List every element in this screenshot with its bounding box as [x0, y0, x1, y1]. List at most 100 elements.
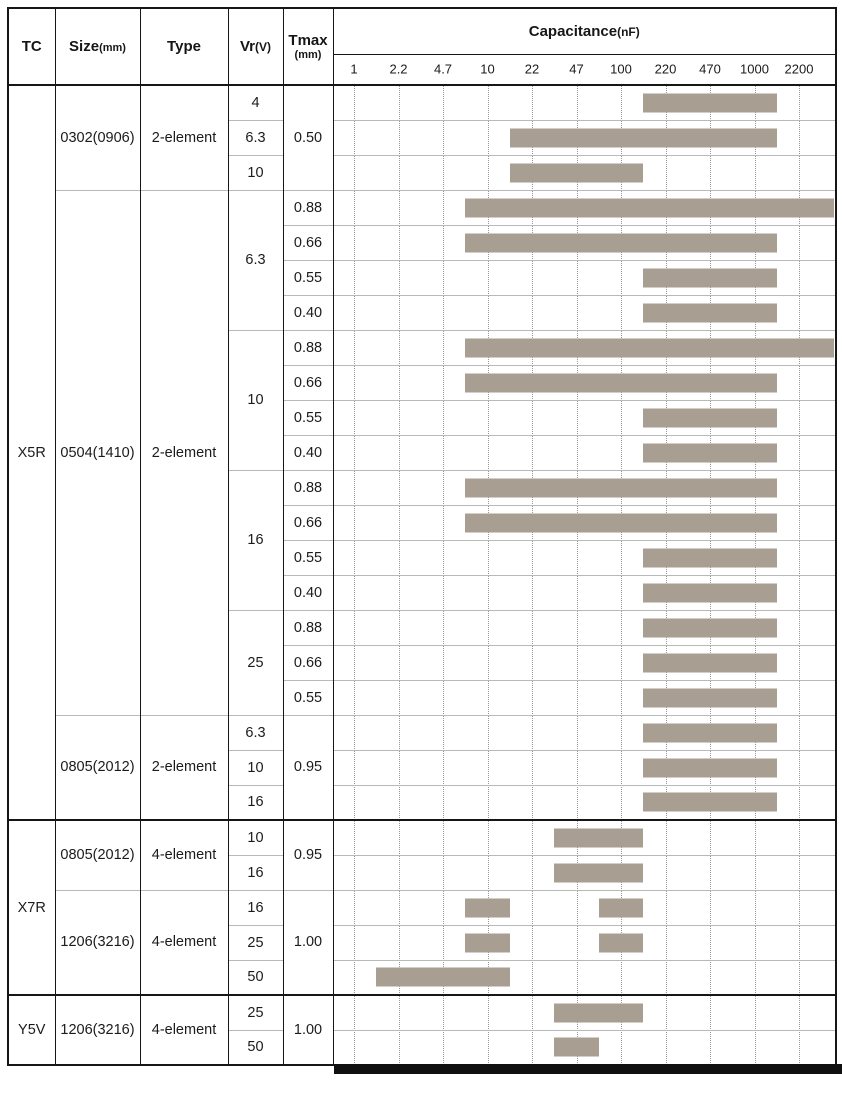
capacitance-label: Capacitance	[528, 22, 618, 40]
capacitance-cell	[332, 84, 837, 120]
vr-cell: 50	[227, 1029, 284, 1065]
table-row: 10 0.88	[8, 329, 837, 470]
grid-line	[621, 400, 622, 435]
col-header-tmax: Tmax (mm)	[282, 7, 334, 86]
grid-line	[443, 890, 444, 925]
grid-line	[487, 155, 489, 190]
capacitance-range-bar	[376, 967, 510, 987]
tick-label: 10	[480, 61, 495, 77]
tick-label: 1	[350, 61, 358, 77]
grid-line	[532, 610, 533, 645]
capacitance-cell	[332, 609, 837, 645]
capacitance-plot-area	[334, 715, 836, 750]
grid-line	[576, 86, 578, 120]
table-row: 1206(3216) 4-element 16 1.00	[8, 889, 837, 995]
grid-line	[532, 435, 533, 470]
grid-line	[532, 680, 533, 715]
capacitance-plot-area	[334, 295, 836, 330]
grid-line	[443, 855, 444, 890]
col-header-size: Size(mm)	[54, 7, 141, 86]
grid-line	[487, 120, 489, 155]
vr-cell: 6.3	[227, 189, 284, 330]
capacitance-range-bar	[643, 618, 777, 637]
grid-line	[799, 295, 800, 330]
grid-line	[487, 855, 489, 890]
table-row: 16	[8, 784, 837, 820]
col-header-type: Type	[139, 7, 229, 86]
table-row: Y5V 1206(3216) 4-element 25 1.00	[7, 994, 837, 1065]
capacitance-plot-area	[334, 1030, 836, 1064]
capacitance-range-bar	[465, 478, 777, 497]
grid-line	[443, 680, 444, 715]
capacitance-range-bar	[465, 513, 777, 532]
capacitance-plot-area	[334, 785, 836, 819]
grid-line	[665, 996, 667, 1030]
vr-cell: 50	[227, 959, 284, 995]
capacitance-cell	[332, 1029, 837, 1065]
capacitance-cell	[332, 259, 837, 295]
grid-line	[576, 680, 578, 715]
grid-line	[487, 575, 489, 610]
table-row: 50	[8, 1029, 837, 1065]
tmax-cell: 0.55	[282, 259, 334, 295]
tmax-cell: 0.66	[282, 504, 334, 540]
grid-line	[754, 155, 756, 190]
grid-line	[576, 400, 578, 435]
vr-cell: 16	[227, 469, 284, 610]
grid-line	[754, 890, 756, 925]
vr-unit: (V)	[255, 40, 271, 54]
grid-line	[799, 610, 800, 645]
grid-line	[799, 855, 800, 890]
table-body: X5R 0302(0906) 2-element 4 0.50 6.3 10 0504(141…	[7, 84, 837, 1065]
capacitance-plot-area	[334, 855, 836, 890]
grid-line	[354, 996, 355, 1030]
capacitance-range-bar	[554, 828, 644, 848]
grid-line	[621, 680, 622, 715]
grid-line	[354, 960, 355, 994]
table-row: 0.66	[8, 364, 837, 400]
grid-line	[799, 890, 800, 925]
capacitance-plot-area	[334, 821, 836, 855]
grid-line	[443, 330, 444, 365]
tmax-label: Tmax	[288, 31, 328, 49]
capacitance-range-bar	[465, 338, 834, 357]
col-header-vr: Vr(V)	[227, 7, 284, 86]
table-row: 0.55	[8, 679, 837, 715]
table-row: X5R 0302(0906) 2-element 4 0.50	[7, 84, 837, 820]
table-row: 6.3	[8, 119, 837, 155]
grid-line	[398, 996, 400, 1030]
capacitance-cell	[332, 994, 837, 1030]
capacitance-range-bar	[554, 1003, 644, 1023]
capacitance-plot-area	[334, 260, 836, 295]
capacitance-range-bar	[643, 93, 777, 113]
grid-line	[443, 645, 444, 680]
grid-line	[487, 86, 489, 120]
grid-line	[576, 540, 578, 575]
table-row: 0.40	[8, 434, 837, 470]
grid-line	[354, 855, 355, 890]
grid-line	[532, 400, 533, 435]
type-cell: 4-element	[139, 819, 229, 890]
tmax-cell: 0.88	[282, 189, 334, 225]
grid-line	[487, 400, 489, 435]
capacitance-plot-area	[334, 225, 836, 260]
grid-line	[354, 645, 355, 680]
grid-line	[576, 575, 578, 610]
grid-line	[621, 86, 622, 120]
grid-line	[398, 330, 400, 365]
grid-line	[398, 225, 400, 260]
grid-line	[532, 960, 533, 994]
size-cell: 1206(3216)	[54, 889, 141, 995]
grid-line	[398, 855, 400, 890]
grid-line	[443, 715, 444, 750]
tmax-cell: 0.88	[282, 469, 334, 505]
grid-line	[354, 435, 355, 470]
grid-line	[443, 925, 444, 960]
grid-line	[443, 1030, 444, 1064]
capacitance-cell	[332, 434, 837, 470]
grid-line	[398, 645, 400, 680]
grid-line	[487, 645, 489, 680]
grid-line	[354, 1030, 355, 1064]
grid-line	[621, 750, 622, 785]
capacitance-range-bar	[598, 933, 644, 952]
